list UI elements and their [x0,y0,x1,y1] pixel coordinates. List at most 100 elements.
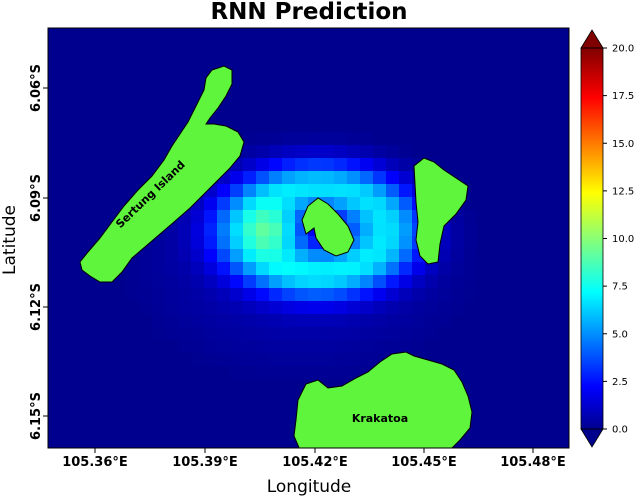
heatmap-cell [399,236,412,249]
heatmap-cell [256,366,269,379]
heatmap-cell [217,262,230,275]
heatmap-cell [308,171,321,184]
heatmap-cell [308,275,321,288]
heatmap-cell [347,262,360,275]
heatmap-cell [334,288,347,301]
heatmap-cell [308,288,321,301]
heatmap-cell [308,327,321,340]
heatmap-cell [308,158,321,171]
heatmap-cell [269,158,282,171]
heatmap-cell [282,288,295,301]
heatmap-cell [256,223,269,236]
heatmap-cell [217,210,230,223]
x-tick-label: 105.36°E [62,455,128,470]
heatmap-cell [152,288,165,301]
heatmap-cell [217,236,230,249]
heatmap-cell [243,236,256,249]
heatmap-cell [386,249,399,262]
heatmap-cell [425,288,438,301]
heatmap-cell [152,314,165,327]
heatmap-cell [230,340,243,353]
heatmap-cell [230,353,243,366]
heatmap-cell [360,262,373,275]
plot-frame [47,27,570,449]
heatmap-cell [373,275,386,288]
heatmap-cell [386,210,399,223]
heatmap-cell [282,301,295,314]
heatmap-cell [230,197,243,210]
heatmap-cell [178,340,191,353]
heatmap-cell [217,288,230,301]
heatmap-cell [321,340,334,353]
heatmap-cell [282,327,295,340]
heatmap-cell [217,314,230,327]
heatmap-cell [399,184,412,197]
heatmap-cell [425,314,438,327]
heatmap-cell [373,249,386,262]
heatmap-cell [178,314,191,327]
heatmap-cell [386,158,399,171]
heatmap-cell [230,327,243,340]
heatmap-cell [373,145,386,158]
heatmap-cell [217,197,230,210]
heatmap-cell [178,275,191,288]
heatmap-cell [256,145,269,158]
heatmap-cell [386,262,399,275]
heatmap-cell [217,275,230,288]
heatmap-cell [269,171,282,184]
heatmap-cell [191,288,204,301]
heatmap-cell [269,197,282,210]
heatmap-cell [204,275,217,288]
y-axis-label: Latitude [0,205,20,275]
heatmap-cell [295,145,308,158]
heatmap-cell [412,314,425,327]
heatmap-cell [373,327,386,340]
heatmap-cell [334,353,347,366]
heatmap-cell [204,236,217,249]
heatmap-cell [399,158,412,171]
heatmap-cell [399,314,412,327]
heatmap-cell [269,275,282,288]
heatmap-cell [347,132,360,145]
heatmap-cell [217,353,230,366]
heatmap-cell [360,197,373,210]
colorbar-tick-label: 2.5 [612,377,628,388]
heatmap-cell [438,262,451,275]
heatmap-cell [321,327,334,340]
heatmap-cell [373,262,386,275]
heatmap-cell [295,184,308,197]
heatmap-cell [399,223,412,236]
prediction-heatmap [48,28,569,448]
heatmap-cell [243,249,256,262]
heatmap-cell [412,262,425,275]
heatmap-cell [191,353,204,366]
island-sertung [79,65,245,283]
heatmap-cell [399,301,412,314]
heatmap-cell [399,340,412,353]
heatmap-cell [243,184,256,197]
heatmap-cell [386,223,399,236]
heatmap-cell [347,327,360,340]
heatmap-cell [269,327,282,340]
heatmap-cell [256,275,269,288]
heatmap-cell [360,288,373,301]
heatmap-cell [334,145,347,158]
heatmap-cell [204,340,217,353]
heatmap-cell [412,340,425,353]
heatmap-cell [373,197,386,210]
heatmap-cell [243,366,256,379]
heatmap-cell [360,249,373,262]
heatmap-cell [308,184,321,197]
heatmap-cell [399,249,412,262]
heatmap-cell [386,236,399,249]
heatmap-cell [334,132,347,145]
heatmap-cell [139,288,152,301]
heatmap-cell [191,340,204,353]
heatmap-cell [464,262,477,275]
y-tick-label: 6.06°S [29,64,44,112]
heatmap-cell [360,353,373,366]
heatmap-cell [230,223,243,236]
heatmap-cell [321,171,334,184]
heatmap-cell [295,353,308,366]
heatmap-cell [386,314,399,327]
